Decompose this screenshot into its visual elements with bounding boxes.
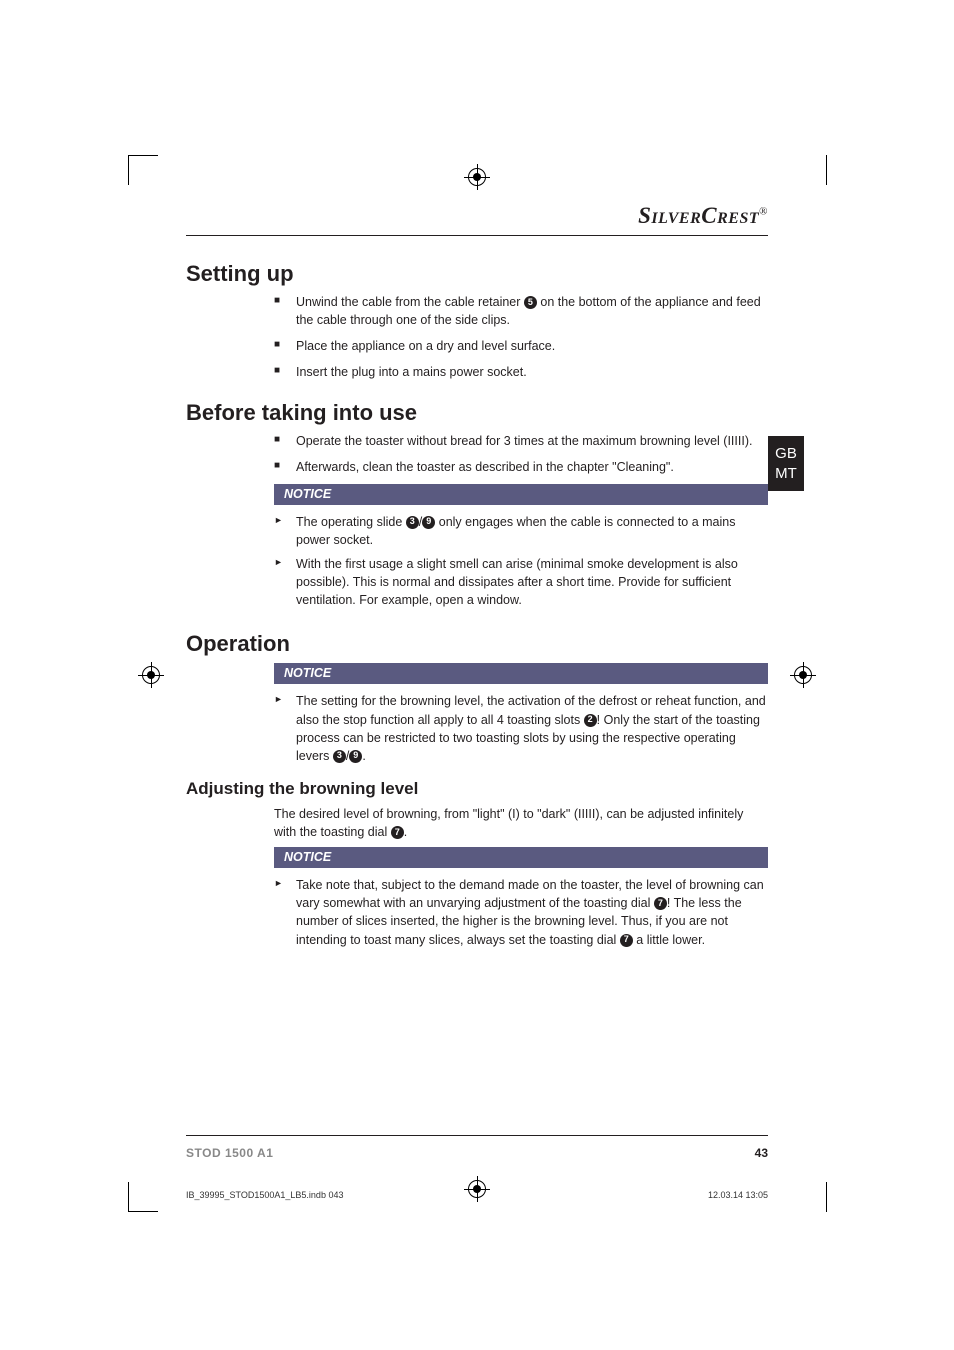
crop-mark-tr	[826, 155, 828, 185]
heading-operation: Operation	[186, 631, 768, 657]
notice-label: NOTICE	[274, 663, 768, 684]
footer-model: STOD 1500 A1	[186, 1146, 273, 1160]
notice-block: NOTICE The operating slide 3/9 only enga…	[274, 484, 768, 610]
list-item: Afterwards, clean the toaster as describ…	[274, 458, 768, 476]
adjust-paragraph: The desired level of browning, from "lig…	[274, 805, 768, 841]
notice-label: NOTICE	[274, 484, 768, 505]
header-rule	[186, 235, 768, 236]
notice-list: The operating slide 3/9 only engages whe…	[274, 513, 768, 610]
crop-mark-bl	[128, 1182, 158, 1212]
notice-list: The setting for the browning level, the …	[274, 692, 768, 765]
part-number-icon: 9	[422, 516, 435, 529]
page-footer: STOD 1500 A1 43	[186, 1135, 768, 1160]
footer-page-number: 43	[755, 1146, 768, 1160]
imprint-file: IB_39995_STOD1500A1_LB5.indb 043	[186, 1190, 343, 1200]
content-area: Setting up Unwind the cable from the cab…	[186, 261, 768, 955]
list-item: Take note that, subject to the demand ma…	[274, 876, 768, 949]
page-content: SilverCrest® GB MT Setting up Unwind the…	[186, 203, 768, 1160]
registration-mark-icon	[468, 168, 486, 186]
part-number-icon: 2	[584, 714, 597, 727]
crop-mark-br	[826, 1182, 828, 1212]
footer-rule	[186, 1135, 768, 1136]
list-item: Unwind the cable from the cable retainer…	[274, 293, 768, 329]
list-item: Operate the toaster without bread for 3 …	[274, 432, 768, 450]
list-item: With the first usage a slight smell can …	[274, 555, 768, 609]
language-tab: GB MT	[768, 436, 804, 491]
language-tab-line2: MT	[768, 464, 804, 484]
brand-name: SilverCrest	[638, 203, 759, 228]
language-tab-line1: GB	[768, 444, 804, 464]
list-item: Place the appliance on a dry and level s…	[274, 337, 768, 355]
notice-list: Take note that, subject to the demand ma…	[274, 876, 768, 949]
list-item: The setting for the browning level, the …	[274, 692, 768, 765]
before-use-list: Operate the toaster without bread for 3 …	[274, 432, 768, 476]
part-number-icon: 3	[406, 516, 419, 529]
registration-mark-icon	[142, 666, 160, 684]
crop-mark-tl	[128, 155, 158, 185]
part-number-icon: 7	[654, 897, 667, 910]
brand-logo: SilverCrest®	[638, 203, 768, 229]
brand-reg: ®	[759, 205, 768, 217]
setting-up-list: Unwind the cable from the cable retainer…	[274, 293, 768, 382]
heading-before-use: Before taking into use	[186, 400, 768, 426]
part-number-icon: 9	[349, 750, 362, 763]
notice-block: NOTICE The setting for the browning leve…	[274, 663, 768, 765]
registration-mark-icon	[794, 666, 812, 684]
part-number-icon: 3	[333, 750, 346, 763]
part-number-icon: 5	[524, 296, 537, 309]
heading-setting-up: Setting up	[186, 261, 768, 287]
notice-block: NOTICE Take note that, subject to the de…	[274, 847, 768, 949]
list-item: The operating slide 3/9 only engages whe…	[274, 513, 768, 549]
part-number-icon: 7	[620, 934, 633, 947]
part-number-icon: 7	[391, 826, 404, 839]
notice-label: NOTICE	[274, 847, 768, 868]
heading-adjusting: Adjusting the browning level	[186, 779, 768, 799]
imprint-line: IB_39995_STOD1500A1_LB5.indb 043 12.03.1…	[186, 1190, 768, 1200]
imprint-date: 12.03.14 13:05	[708, 1190, 768, 1200]
list-item: Insert the plug into a mains power socke…	[274, 363, 768, 381]
